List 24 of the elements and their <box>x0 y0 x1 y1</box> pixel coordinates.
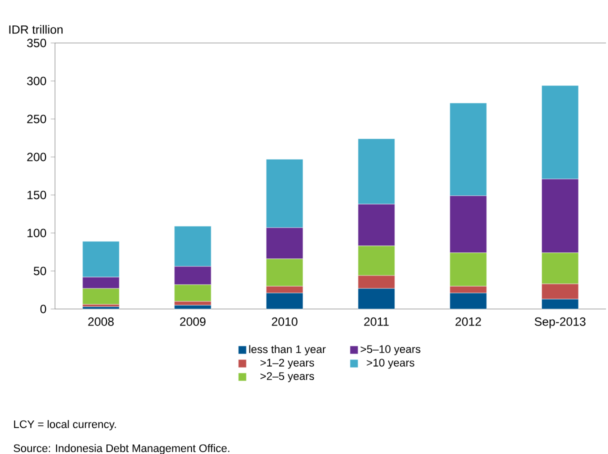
y-tick-label: 300 <box>27 76 46 86</box>
y-tick-label: 250 <box>27 114 46 124</box>
y-tick-label: 200 <box>27 152 46 162</box>
x-tick-label: 2009 <box>180 317 206 326</box>
y-axis-title: IDR trillion <box>9 24 63 34</box>
y-tick-label: 0 <box>40 304 46 314</box>
x-tick-label: Sep-2013 <box>534 317 586 328</box>
x-tick-label: 2011 <box>364 317 389 326</box>
x-tick-label: 2012 <box>456 317 481 326</box>
y-tick-label: 350 <box>27 38 46 48</box>
y-tick-label: 50 <box>34 266 46 276</box>
y-tick-label: 100 <box>28 228 46 238</box>
bar <box>82 306 120 310</box>
legend-label: >5–10 years <box>360 345 420 356</box>
text: LCY = local currency. <box>14 420 116 430</box>
source-note: Source: Indonesia Debt Management Office. <box>14 444 230 454</box>
x-tick-label: 2008 <box>88 317 114 326</box>
legend-label: >10 years <box>366 358 414 369</box>
bar <box>174 304 212 310</box>
legend-label: >1–2 years <box>260 358 314 369</box>
legend-label: >2–5 years <box>260 372 314 382</box>
x-tick-label: 2010 <box>272 317 298 326</box>
y-tick-label: 150 <box>28 190 46 200</box>
legend-label: less than 1 year <box>249 344 326 356</box>
